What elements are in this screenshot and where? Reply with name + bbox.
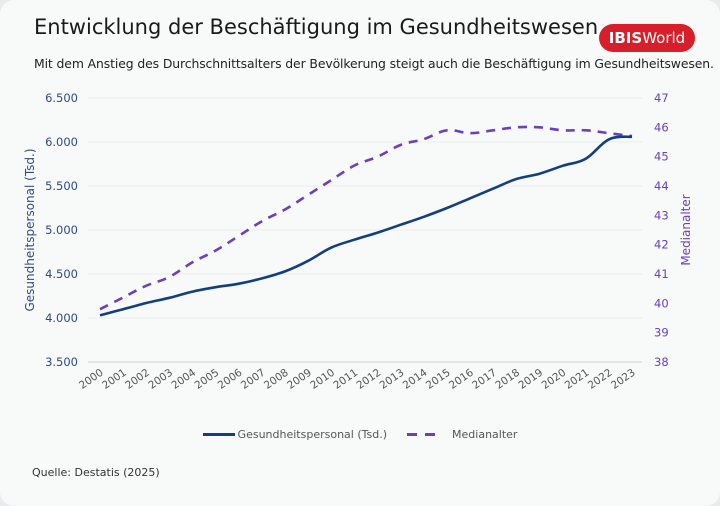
legend-dashed-line-icon — [407, 432, 440, 436]
left-tick-label: 6.500 — [45, 91, 78, 105]
source-note: Quelle: Destatis (2025) — [32, 466, 160, 479]
x-tick-label: 2005 — [193, 367, 222, 392]
x-tick-label: 2023 — [609, 367, 638, 392]
x-tick-label: 2001 — [100, 367, 129, 392]
legend-item-median-age[interactable]: Medianalter — [407, 428, 517, 441]
x-tick-label: 2009 — [285, 367, 314, 392]
left-axis-title: Gesundheitspersonal (Tsd.) — [23, 148, 37, 311]
right-tick-label: 38 — [654, 355, 669, 369]
x-tick-label: 2018 — [493, 367, 522, 392]
right-tick-label: 40 — [654, 296, 669, 310]
left-tick-label: 4.000 — [45, 311, 78, 325]
legend-solid-line-icon — [202, 432, 235, 436]
right-tick-label: 39 — [654, 326, 669, 340]
x-tick-label: 2016 — [447, 366, 476, 391]
x-tick-label: 2022 — [586, 367, 615, 392]
x-tick-label: 2011 — [331, 367, 360, 392]
chart-legend: Gesundheitspersonal (Tsd.) Medianalter — [0, 424, 720, 444]
x-tick-label: 2017 — [470, 367, 499, 392]
chart-subtitle: Mit dem Anstieg des Durchschnittsalters … — [34, 56, 714, 71]
x-axis-ticks: 2000200120022003200420052006200720082009… — [77, 366, 638, 391]
x-tick-label: 2015 — [424, 367, 453, 392]
chart-title: Entwicklung der Beschäftigung im Gesundh… — [34, 15, 599, 39]
x-tick-label: 2021 — [563, 367, 592, 392]
legend-label-median-age: Medianalter — [452, 427, 518, 441]
left-tick-label: 4.500 — [45, 267, 78, 281]
x-tick-label: 2002 — [123, 367, 152, 392]
right-tick-label: 42 — [654, 238, 669, 252]
logo-regular-text: World — [642, 29, 686, 47]
x-tick-label: 2019 — [516, 367, 545, 392]
right-tick-label: 45 — [654, 150, 669, 164]
x-tick-label: 2014 — [401, 366, 430, 391]
line-chart: 3.500 4.000 4.500 5.000 5.500 6.000 6.500 38 39… — [23, 91, 693, 392]
series-group — [99, 125, 633, 317]
right-tick-label: 46 — [654, 120, 669, 134]
right-axis-title: Medianalter — [679, 194, 693, 265]
left-tick-label: 3.500 — [45, 355, 78, 369]
left-tick-label: 6.000 — [45, 135, 78, 149]
x-tick-label: 2004 — [169, 366, 198, 391]
x-tick-label: 2008 — [262, 367, 291, 392]
right-axis-ticks: 38 39 40 41 42 43 44 45 46 47 — [654, 91, 669, 369]
logo-bold-text: IBIS — [608, 29, 643, 47]
legend-label-employment: Gesundheitspersonal (Tsd.) — [237, 427, 388, 441]
x-tick-label: 2010 — [308, 367, 337, 392]
x-tick-label: 2013 — [378, 367, 407, 392]
series-line-median-age — [99, 125, 633, 311]
right-tick-label: 47 — [654, 91, 669, 105]
right-tick-label: 41 — [654, 267, 669, 281]
x-tick-label: 2000 — [77, 367, 106, 392]
right-tick-label: 44 — [654, 179, 669, 193]
x-tick-label: 2007 — [239, 367, 268, 392]
x-tick-label: 2003 — [146, 367, 175, 392]
right-tick-label: 43 — [654, 208, 669, 222]
left-tick-label: 5.000 — [45, 223, 78, 237]
left-tick-label: 5.500 — [45, 179, 78, 193]
legend-item-employment[interactable]: Gesundheitspersonal (Tsd.) — [202, 427, 388, 441]
series-line-employment — [99, 135, 633, 317]
ibisworld-logo: IBIS World — [599, 24, 695, 52]
left-axis-ticks: 3.500 4.000 4.500 5.000 5.500 6.000 6.500 — [45, 91, 78, 369]
x-tick-label: 2020 — [540, 367, 569, 392]
x-tick-label: 2012 — [355, 367, 384, 392]
gridlines — [88, 97, 642, 363]
x-tick-label: 2006 — [216, 366, 245, 391]
